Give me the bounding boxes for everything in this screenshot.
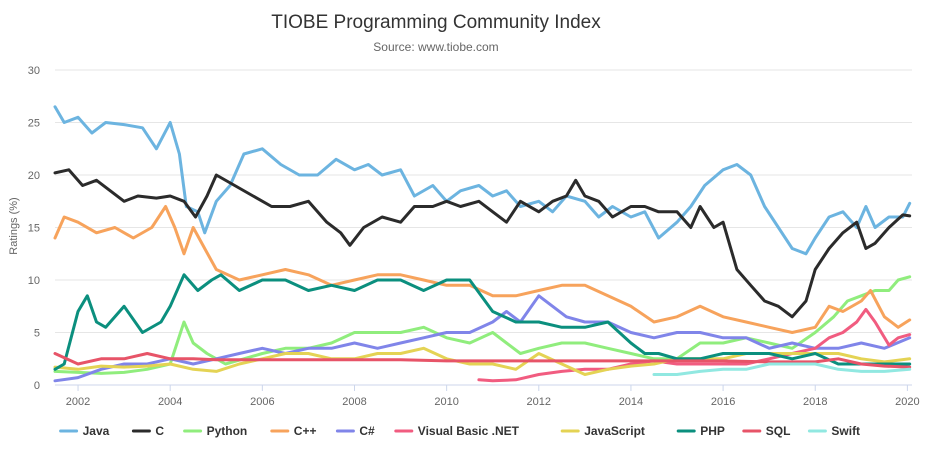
series-line-c[interactable] xyxy=(53,168,912,319)
legend: Java C Python C++ C# Visual Basic .NET JavaScr… xyxy=(59,424,860,438)
axis-ticks: 0 5 10 15 20 25 30 2002 2004 2006 2008 2010 2012 2014… xyxy=(28,65,920,408)
legend-item-python[interactable]: Python xyxy=(183,424,248,438)
series-line-visual-basic-net[interactable] xyxy=(477,307,912,383)
legend-item-php[interactable]: PHP xyxy=(676,424,725,438)
y-tick-label: 20 xyxy=(28,170,40,182)
series-line-java[interactable] xyxy=(53,105,912,256)
x-tick-label: 2002 xyxy=(66,396,90,408)
series-line-python[interactable] xyxy=(53,275,912,375)
x-tick-label: 2008 xyxy=(342,396,366,408)
legend-item-javascript[interactable]: JavaScript xyxy=(560,424,645,438)
legend-label: SQL xyxy=(766,424,791,438)
x-tick-label: 2016 xyxy=(711,396,735,408)
legend-label: Java xyxy=(83,424,110,438)
x-tick-label: 2020 xyxy=(895,396,919,408)
legend-item-java[interactable]: Java xyxy=(59,424,110,438)
x-tick-label: 2006 xyxy=(250,396,274,408)
y-tick-label: 30 xyxy=(28,65,40,77)
legend-label: C xyxy=(155,424,164,438)
legend-label: JavaScript xyxy=(584,424,645,438)
series-lines xyxy=(53,105,912,383)
x-tick-label: 2014 xyxy=(619,396,643,408)
series-line-c-[interactable] xyxy=(53,205,912,334)
legend-label: Python xyxy=(207,424,248,438)
legend-label: PHP xyxy=(700,424,725,438)
chart-title: TIOBE Programming Community Index xyxy=(271,12,601,33)
legend-label: Swift xyxy=(831,424,860,438)
legend-item-swift[interactable]: Swift xyxy=(807,424,860,438)
y-tick-label: 15 xyxy=(28,223,40,235)
legend-item-sql[interactable]: SQL xyxy=(742,424,791,438)
legend-item-visual-basic-net[interactable]: Visual Basic .NET xyxy=(394,424,520,438)
y-tick-label: 25 xyxy=(28,118,40,130)
chart-subtitle: Source: www.tiobe.com xyxy=(373,40,499,54)
x-tick-label: 2004 xyxy=(158,396,182,408)
legend-label: C# xyxy=(359,424,375,438)
x-tick-label: 2010 xyxy=(434,396,458,408)
legend-label: Visual Basic .NET xyxy=(418,424,520,438)
legend-item-c-[interactable]: C# xyxy=(335,424,375,438)
y-tick-label: 10 xyxy=(28,275,40,287)
legend-item-c-[interactable]: C++ xyxy=(270,424,317,438)
legend-item-c[interactable]: C xyxy=(131,424,164,438)
legend-label: C++ xyxy=(294,424,317,438)
y-tick-label: 5 xyxy=(34,328,40,340)
series-line-c-[interactable] xyxy=(53,294,912,383)
x-tick-label: 2012 xyxy=(527,396,551,408)
y-axis-title: Ratings (%) xyxy=(8,197,20,254)
series-line-sql[interactable] xyxy=(53,352,912,369)
y-tick-label: 0 xyxy=(34,380,40,392)
x-tick-label: 2018 xyxy=(803,396,827,408)
series-line-php[interactable] xyxy=(53,273,912,371)
series-line-swift[interactable] xyxy=(652,362,912,376)
gridlines xyxy=(55,69,912,386)
